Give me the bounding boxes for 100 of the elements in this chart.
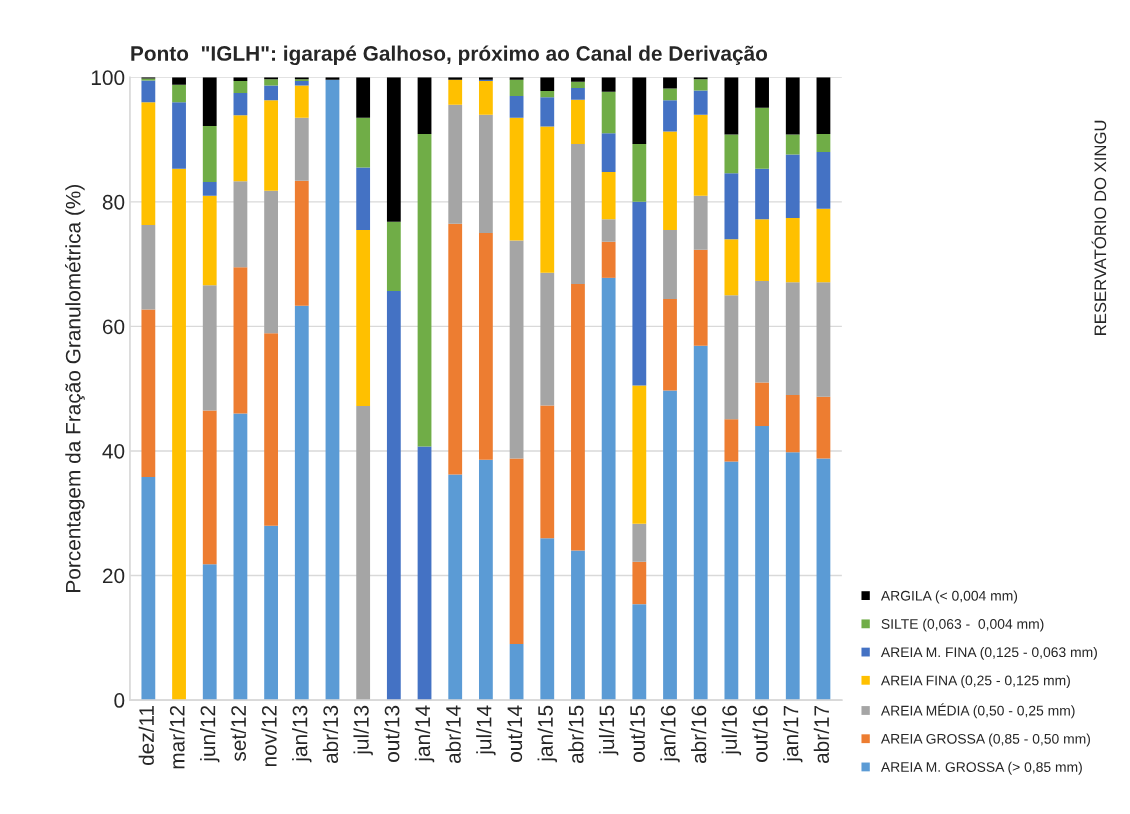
- bar: [693, 79, 708, 91]
- bar: [202, 410, 217, 565]
- bar: [356, 117, 371, 168]
- bar: [417, 134, 432, 447]
- bar: [693, 249, 708, 346]
- bar: [141, 224, 156, 310]
- bar: [755, 168, 769, 220]
- bar: [202, 77, 217, 126]
- bar: [663, 131, 677, 230]
- y-axis-title: Porcentagem da Fração Granulométrica (%): [65, 185, 85, 592]
- x-tick-label: jan/13: [292, 705, 312, 763]
- bar: [233, 92, 248, 116]
- bar: [571, 87, 585, 100]
- bar: [816, 208, 831, 283]
- bar: [172, 84, 186, 103]
- bar: [663, 88, 677, 101]
- x-tick-label: nov/12: [261, 705, 277, 767]
- bar: [294, 180, 309, 306]
- bar: [601, 219, 616, 242]
- bar: [663, 390, 677, 701]
- x-tick-label: abr/13: [322, 705, 339, 764]
- x-tick-label: jul/16: [721, 705, 742, 756]
- bar: [540, 538, 555, 701]
- bar: [785, 394, 800, 453]
- legend-label: AREIA M. GROSSA (> 0,85 mm): [880, 761, 1082, 775]
- x-tick-label: abr/17: [813, 705, 830, 764]
- bar: [509, 458, 524, 644]
- bar: [632, 561, 647, 605]
- bar: [294, 117, 309, 181]
- bar: [509, 117, 524, 241]
- bar: [663, 229, 677, 300]
- bar: [356, 406, 371, 701]
- bar: [233, 115, 248, 182]
- bar: [141, 80, 156, 103]
- bar: [816, 458, 831, 701]
- bar: [448, 104, 463, 224]
- legend-label: AREIA M. FINA (0,125 - 0,063 mm): [880, 646, 1097, 660]
- x-tick-label: dez/11: [138, 705, 154, 766]
- bar: [356, 229, 371, 407]
- bar: [724, 239, 739, 296]
- x-tick-label: jul/14: [476, 705, 496, 756]
- bar: [632, 77, 647, 144]
- bar: [816, 396, 831, 459]
- x-tick-label: jan/16: [660, 705, 680, 763]
- bar: [479, 81, 493, 115]
- x-tick-label: abr/16: [690, 705, 707, 764]
- bar: [264, 190, 279, 334]
- bar: [632, 385, 647, 524]
- bar: [755, 382, 769, 427]
- bar: [172, 168, 186, 701]
- bar: [816, 77, 831, 134]
- bar: [663, 299, 677, 391]
- x-tick-label: jan/14: [414, 705, 435, 763]
- bar: [601, 91, 616, 134]
- bar: [448, 223, 463, 475]
- x-tick-label: abr/15: [568, 705, 584, 764]
- x-tick-label: jan/15: [537, 705, 557, 763]
- bar: [724, 77, 739, 135]
- bar: [172, 77, 186, 85]
- bar: [540, 272, 555, 406]
- bar: [417, 77, 432, 134]
- bar: [601, 171, 616, 220]
- bar: [724, 461, 739, 701]
- bar: [479, 233, 493, 460]
- bar: [386, 221, 401, 291]
- x-tick-label: jun/12: [200, 705, 220, 763]
- legend-label: SILTE (0,063 - 0,004 mm): [881, 618, 1044, 632]
- x-tick-label: out/16: [752, 705, 768, 762]
- x-tick-label: set/12: [230, 705, 247, 762]
- bar: [141, 102, 156, 225]
- bar: [540, 91, 555, 98]
- bar: [601, 77, 616, 92]
- bar: [785, 282, 800, 395]
- bar: [816, 282, 831, 397]
- bar: [571, 81, 585, 88]
- bar: [571, 284, 585, 551]
- x-tick-label: jan/17: [783, 705, 803, 763]
- y-tick-label: 60: [102, 319, 125, 335]
- bar: [571, 143, 585, 285]
- bar: [724, 134, 739, 174]
- bar: [540, 405, 555, 539]
- bar: [632, 523, 647, 562]
- bar: [785, 77, 800, 135]
- bar: [601, 277, 616, 701]
- bar: [693, 90, 708, 115]
- bar: [755, 107, 769, 169]
- bar: [785, 134, 800, 155]
- bar: [693, 114, 708, 196]
- bar: [540, 126, 555, 273]
- bar: [663, 77, 677, 89]
- bar: [386, 77, 401, 222]
- bar: [540, 97, 555, 127]
- bar: [172, 102, 186, 169]
- bar: [724, 419, 739, 462]
- legend-label: ARGILA (< 0,004 mm): [880, 590, 1018, 604]
- bar: [356, 167, 371, 230]
- x-tick-label: out/15: [629, 705, 645, 762]
- y-tick-label: 40: [102, 443, 125, 459]
- bar: [202, 285, 217, 411]
- bar: [264, 100, 279, 191]
